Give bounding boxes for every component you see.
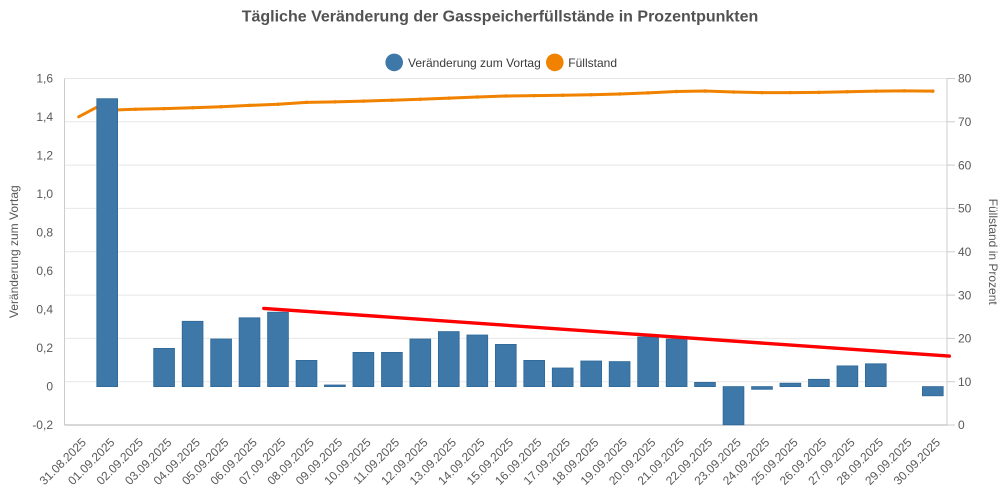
- svg-text:80: 80: [958, 72, 972, 86]
- svg-text:Tägliche Veränderung der Gassp: Tägliche Veränderung der Gasspeicherfüll…: [242, 9, 759, 26]
- svg-text:1,6: 1,6: [36, 72, 53, 86]
- svg-text:40: 40: [958, 245, 972, 259]
- svg-text:-0,2: -0,2: [32, 418, 53, 432]
- svg-text:Veränderung zum Vortag: Veränderung zum Vortag: [408, 56, 541, 70]
- svg-text:0,2: 0,2: [36, 341, 53, 355]
- svg-text:1,4: 1,4: [36, 110, 53, 124]
- svg-text:10: 10: [958, 375, 972, 389]
- svg-text:Veränderung zum Vortag: Veränderung zum Vortag: [7, 185, 21, 318]
- svg-text:1,2: 1,2: [36, 149, 53, 163]
- svg-text:0,4: 0,4: [36, 303, 53, 317]
- svg-text:Füllstand in Prozent: Füllstand in Prozent: [986, 199, 1000, 306]
- svg-text:0: 0: [46, 380, 53, 394]
- svg-text:70: 70: [958, 115, 972, 129]
- svg-text:Füllstand: Füllstand: [568, 56, 617, 70]
- svg-text:20: 20: [958, 332, 972, 346]
- svg-text:1,0: 1,0: [36, 187, 53, 201]
- svg-text:0,8: 0,8: [36, 226, 53, 240]
- svg-text:0,6: 0,6: [36, 264, 53, 278]
- svg-text:30: 30: [958, 288, 972, 302]
- svg-text:50: 50: [958, 202, 972, 216]
- svg-text:60: 60: [958, 158, 972, 172]
- svg-text:0: 0: [958, 418, 965, 432]
